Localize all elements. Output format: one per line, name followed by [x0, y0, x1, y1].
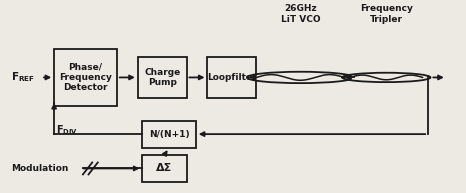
Text: Phase/
Frequency
Detector: Phase/ Frequency Detector	[59, 63, 112, 92]
Bar	[143, 121, 196, 148]
Text: Modulation: Modulation	[11, 164, 69, 173]
Text: Loopfilter: Loopfilter	[207, 73, 257, 82]
Text: N/(N+1): N/(N+1)	[149, 130, 189, 139]
Text: ΔΣ: ΔΣ	[157, 163, 172, 174]
Bar	[207, 57, 256, 98]
Text: Frequency
Tripler: Frequency Tripler	[360, 4, 413, 24]
Ellipse shape	[247, 72, 354, 83]
Ellipse shape	[342, 73, 431, 82]
Bar	[143, 155, 186, 182]
Text: $\mathbf{F_{DIV}}$: $\mathbf{F_{DIV}}$	[56, 124, 79, 137]
Bar	[138, 57, 186, 98]
Text: Charge
Pump: Charge Pump	[144, 68, 180, 87]
Text: $\mathbf{F_{REF}}$: $\mathbf{F_{REF}}$	[11, 70, 35, 84]
Bar	[54, 49, 117, 106]
Text: 26GHz
LiT VCO: 26GHz LiT VCO	[281, 4, 320, 24]
